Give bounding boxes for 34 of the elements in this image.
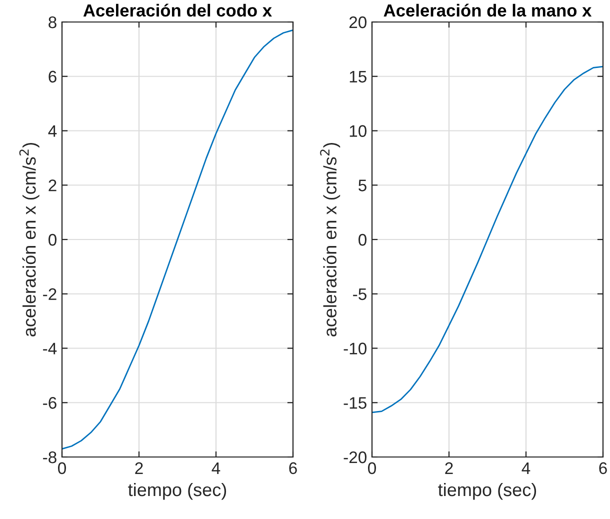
- x-tick-label: 0: [58, 462, 66, 474]
- y-axis-title: aceleración en x (cm/s$^{2}$): [19, 142, 40, 336]
- y-tick-label: 5: [358, 180, 366, 192]
- y-tick-label: -4: [43, 342, 57, 354]
- y-tick-label: -10: [344, 342, 366, 354]
- y-tick-label: 4: [48, 125, 57, 137]
- y-tick-label: 2: [48, 180, 56, 192]
- y-tick-label: 6: [48, 70, 56, 83]
- chart-title: Aceleración de la mano x: [384, 4, 592, 17]
- x-tick-label: 4: [522, 462, 530, 474]
- y-tick-label: 0: [358, 234, 366, 246]
- chart-title: Aceleración del codo x: [83, 4, 272, 17]
- x-tick-label: 4: [212, 462, 220, 474]
- x-tick-label: 2: [135, 462, 143, 474]
- y-tick-label: -15: [344, 397, 366, 409]
- y-tick-label: -8: [43, 451, 56, 464]
- y-tick-label: -6: [43, 397, 56, 409]
- line-series: [62, 29, 293, 450]
- y-tick-label: 20: [349, 16, 366, 28]
- y-tick-label: 10: [350, 125, 366, 137]
- y-tick-label: -5: [353, 288, 366, 300]
- y-tick-label: -2: [43, 288, 56, 300]
- y-tick-label: 8: [48, 16, 56, 28]
- x-axis-title: tiempo (sec): [438, 482, 536, 500]
- line-series: [372, 66, 603, 414]
- y-tick-label: 0: [48, 234, 56, 246]
- x-axis-title: tiempo (sec): [128, 482, 226, 500]
- x-tick-label: 6: [599, 462, 607, 474]
- x-tick-label: 2: [445, 462, 453, 474]
- x-tick-label: 0: [368, 462, 376, 474]
- x-tick-label: 6: [289, 462, 297, 474]
- y-tick-label: -20: [344, 451, 366, 464]
- y-tick-label: 15: [350, 70, 366, 83]
- y-axis-title: aceleración en x (cm/s$^{2}$): [320, 142, 340, 336]
